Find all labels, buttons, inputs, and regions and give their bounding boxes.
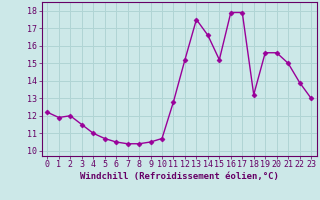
X-axis label: Windchill (Refroidissement éolien,°C): Windchill (Refroidissement éolien,°C) <box>80 172 279 181</box>
